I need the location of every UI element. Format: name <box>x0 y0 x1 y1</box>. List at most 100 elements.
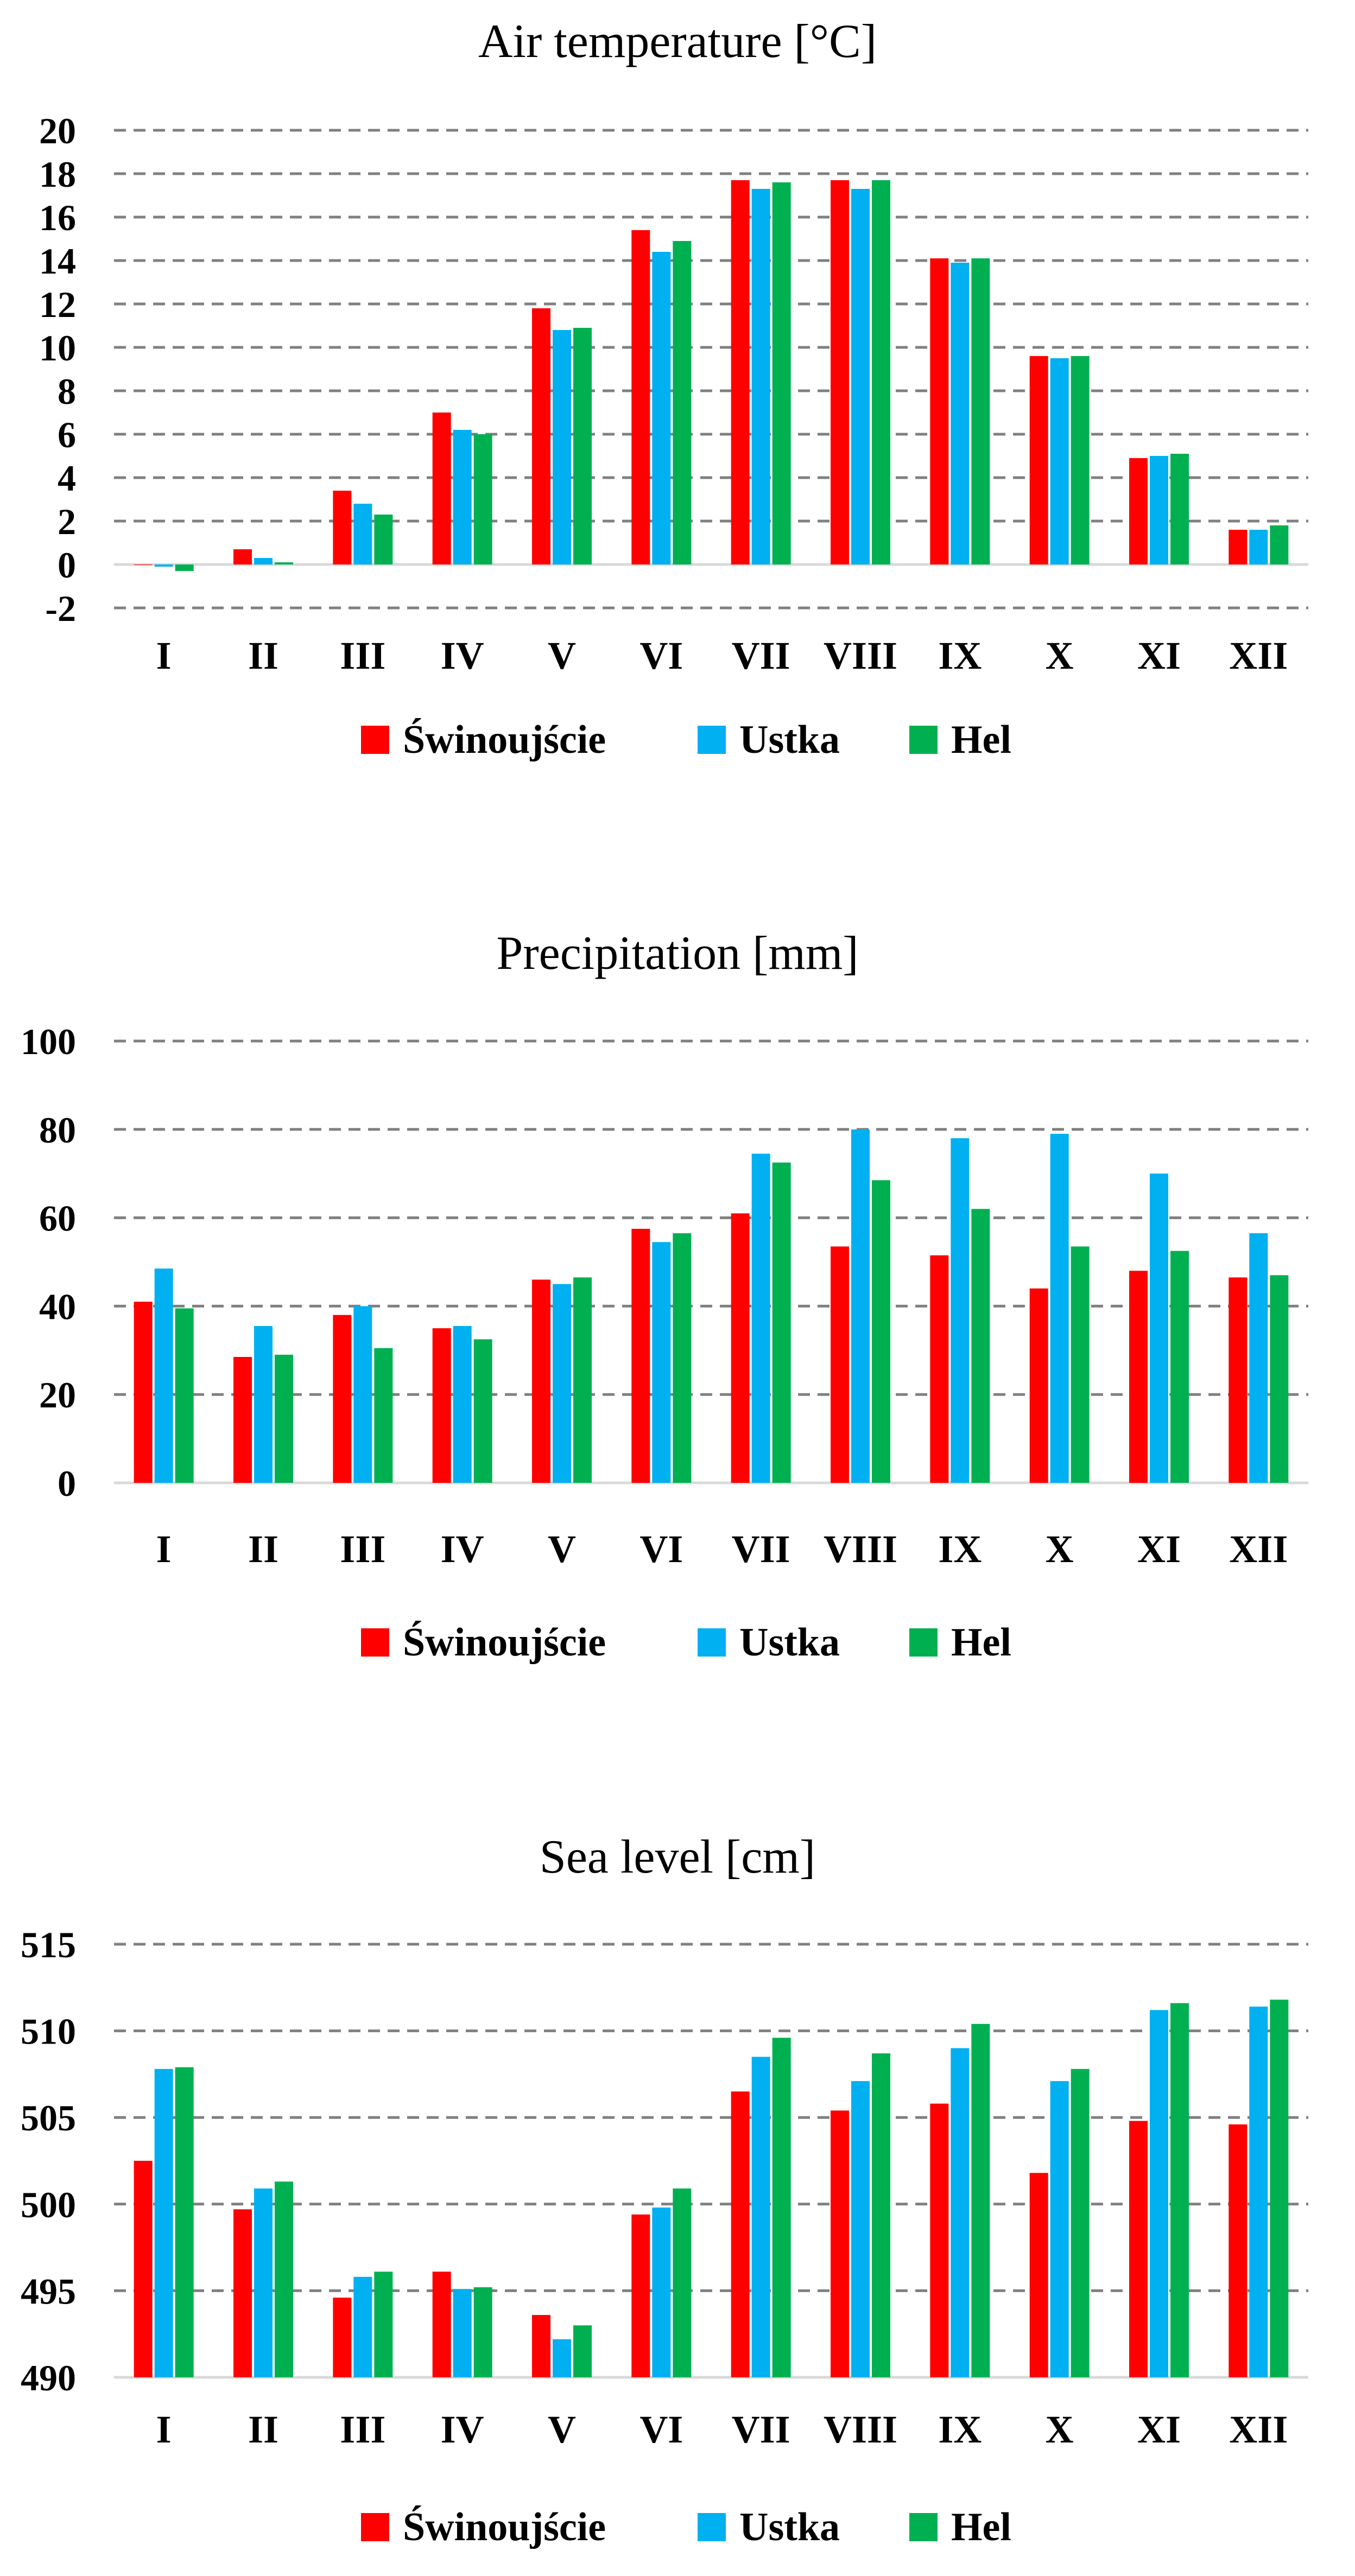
y-tick-label: 12 <box>39 284 76 325</box>
bar-winoujcie-VI <box>631 2214 650 2377</box>
y-tick-label: 505 <box>21 2097 76 2139</box>
bar-hel-V <box>573 1277 592 1483</box>
legend: Świnoujście Ustka Hel <box>361 718 1011 762</box>
legend-swatch <box>909 726 938 754</box>
bar-hel-IV <box>473 434 492 564</box>
bar-winoujcie-I <box>134 1302 153 1483</box>
bar-hel-VII <box>772 1162 791 1483</box>
x-tick-label: II <box>248 1527 278 1571</box>
x-tick-label: VIII <box>824 1527 897 1571</box>
bar-ustka-IX <box>951 1138 970 1483</box>
y-tick-label: -2 <box>45 588 76 629</box>
bar-hel-X <box>1071 1246 1090 1483</box>
bar-winoujcie-I <box>134 2161 153 2377</box>
y-tick-label: 0 <box>58 1463 76 1504</box>
bar-ustka-IX <box>951 263 970 564</box>
y-tick-label: 495 <box>21 2270 76 2312</box>
x-tick-label: III <box>340 2408 385 2451</box>
y-tick-label: 6 <box>58 414 76 455</box>
bar-hel-II <box>275 562 293 564</box>
bar-winoujcie-II <box>233 2209 252 2377</box>
bar-ustka-V <box>553 1284 571 1483</box>
bar-winoujcie-IV <box>432 1328 451 1483</box>
legend-swatch <box>698 1628 726 1657</box>
bar-winoujcie-IX <box>930 258 949 564</box>
bar-ustka-IV <box>453 1326 472 1483</box>
bar-hel-VI <box>673 1233 692 1483</box>
legend-label: Ustka <box>739 2505 840 2549</box>
y-tick-label: 100 <box>21 1021 76 1062</box>
legend-label: Ustka <box>739 718 840 762</box>
y-tick-label: 14 <box>39 240 76 282</box>
bar-ustka-XI <box>1150 2010 1168 2377</box>
bar-ustka-X <box>1050 2081 1069 2377</box>
bar-hel-XII <box>1270 1275 1289 1483</box>
x-tick-label: VIII <box>824 634 897 677</box>
legend-swatch <box>361 2513 389 2541</box>
bar-winoujcie-III <box>333 1315 352 1483</box>
bar-winoujcie-X <box>1029 1288 1048 1483</box>
bar-hel-V <box>573 328 592 564</box>
bar-hel-I <box>175 564 194 571</box>
bar-winoujcie-V <box>532 308 550 564</box>
bar-winoujcie-XII <box>1229 1277 1248 1483</box>
bar-winoujcie-VIII <box>831 180 849 564</box>
bar-winoujcie-V <box>532 2315 550 2377</box>
y-tick-label: 500 <box>21 2184 76 2225</box>
y-tick-label: 490 <box>21 2357 76 2399</box>
bar-hel-I <box>175 1308 194 1483</box>
legend-label: Hel <box>951 1620 1011 1665</box>
bar-winoujcie-XI <box>1129 2121 1148 2377</box>
bar-ustka-II <box>254 1326 273 1483</box>
bar-winoujcie-XI <box>1129 1271 1148 1483</box>
bar-hel-VI <box>673 2188 692 2377</box>
bar-ustka-IV <box>453 2289 472 2377</box>
bar-winoujcie-X <box>1029 356 1048 564</box>
bar-hel-III <box>374 515 393 564</box>
bar-hel-XI <box>1170 454 1189 564</box>
bar-hel-XII <box>1270 2000 1289 2377</box>
bar-hel-IV <box>473 1339 492 1483</box>
bar-hel-II <box>275 2181 293 2377</box>
bar-winoujcie-VII <box>731 180 750 564</box>
bar-winoujcie-XII <box>1229 530 1248 564</box>
legend-swatch <box>909 1628 938 1657</box>
bar-hel-XI <box>1170 1251 1189 1483</box>
bar-winoujcie-III <box>333 491 352 564</box>
bar-hel-IX <box>971 258 990 564</box>
x-tick-label: XI <box>1137 634 1181 677</box>
bar-hel-VII <box>772 2038 791 2377</box>
x-tick-label: X <box>1046 2408 1074 2451</box>
bar-ustka-XII <box>1249 1233 1268 1483</box>
chart-title: Sea level [cm] <box>540 1831 815 1883</box>
legend-swatch <box>361 1628 389 1657</box>
bar-ustka-I <box>154 1268 173 1483</box>
x-tick-label: VII <box>732 634 790 677</box>
bar-hel-IX <box>971 1209 990 1483</box>
bar-ustka-VII <box>751 189 770 564</box>
bar-ustka-VIII <box>851 1129 870 1483</box>
bar-ustka-III <box>353 504 372 564</box>
bar-winoujcie-V <box>532 1279 550 1483</box>
bar-winoujcie-VII <box>731 1213 750 1483</box>
bar-hel-III <box>374 2272 393 2377</box>
bar-ustka-VIII <box>851 2081 870 2377</box>
bar-winoujcie-VI <box>631 230 650 564</box>
legend-label: Hel <box>951 718 1011 762</box>
bar-winoujcie-IX <box>930 2103 949 2377</box>
legend-swatch <box>698 726 726 754</box>
bar-hel-XI <box>1170 2003 1189 2377</box>
x-tick-label: VII <box>732 2408 790 2451</box>
bar-hel-V <box>573 2325 592 2377</box>
bar-hel-XII <box>1270 525 1289 564</box>
bar-ustka-XII <box>1249 2006 1268 2377</box>
bar-winoujcie-I <box>134 564 153 565</box>
bar-ustka-VII <box>751 1153 770 1483</box>
x-tick-label: IV <box>441 634 484 677</box>
legend-label: Świnoujście <box>403 2505 606 2549</box>
bar-winoujcie-VII <box>731 2091 750 2377</box>
bar-hel-X <box>1071 2069 1090 2377</box>
bar-ustka-II <box>254 558 273 564</box>
